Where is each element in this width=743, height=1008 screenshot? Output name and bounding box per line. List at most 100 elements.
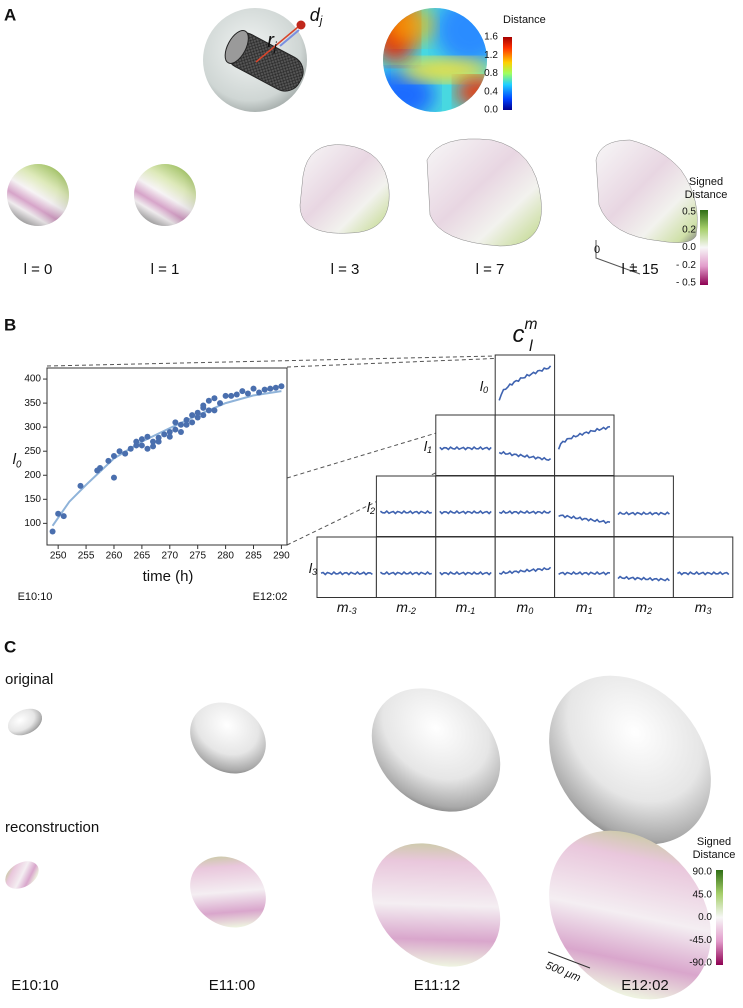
colorbar-tick-label: - 0.2 — [676, 260, 696, 271]
coefficient-trace — [498, 510, 552, 515]
point — [272, 384, 279, 391]
column-label-base: m — [337, 599, 349, 615]
reconstruction-shape — [371, 843, 501, 967]
x-axis-label: time (h) — [143, 568, 194, 585]
reconstruction-shape — [5, 861, 39, 889]
x-tick-label: 270 — [161, 551, 178, 562]
column-label-sub: -2 — [408, 607, 416, 617]
mesh-shape — [224, 30, 304, 92]
x-tick-label: 265 — [134, 551, 151, 562]
coefficient-cell — [554, 414, 615, 476]
column-label-sub: 3 — [706, 607, 711, 617]
point — [77, 482, 84, 489]
column-label: m-3 — [337, 599, 357, 617]
coefficient-trace — [498, 365, 552, 401]
point — [49, 528, 56, 535]
point — [217, 400, 224, 407]
point — [97, 465, 104, 472]
point — [150, 438, 157, 445]
coefficient-cell — [316, 536, 377, 598]
y-tick-label: 250 — [24, 446, 41, 457]
coefficient-trace — [617, 575, 670, 582]
scale-axes — [595, 240, 641, 275]
x-tick-label: 280 — [217, 551, 234, 562]
grid-title-sub: l — [529, 338, 533, 355]
point — [194, 414, 201, 421]
point — [267, 385, 274, 392]
coefficient-cell — [672, 536, 734, 598]
original-shape — [7, 708, 43, 736]
point — [138, 436, 145, 443]
colorbar-title: Distance — [503, 14, 546, 26]
point — [127, 445, 134, 452]
coefficient-cell — [494, 414, 556, 476]
degree-label: l = 3 — [331, 261, 360, 278]
point — [133, 438, 140, 445]
row-label-base: l — [309, 560, 313, 576]
row-label-base: l — [424, 438, 428, 454]
coefficient-cell — [554, 536, 615, 598]
row-label: l2 — [367, 499, 375, 517]
scale-label: 0 — [594, 244, 600, 256]
colorbar-tick-label: 1.6 — [484, 32, 498, 43]
x-tick-label: 275 — [189, 551, 206, 562]
column-label-base: m — [695, 599, 707, 615]
coefficient-cell — [494, 536, 556, 598]
column-label-sub: 0 — [528, 607, 533, 617]
x-tick-label: 255 — [78, 551, 95, 562]
row-label: l1 — [424, 438, 432, 456]
point — [172, 419, 179, 426]
coefficient-trace — [498, 566, 552, 575]
colorbar-tick-label: 0.0 — [484, 105, 498, 116]
point — [150, 443, 157, 450]
degree-label: l = 1 — [151, 261, 180, 278]
point — [278, 383, 285, 390]
point — [166, 428, 173, 435]
point — [177, 428, 184, 435]
y-tick-label: 100 — [24, 518, 41, 529]
distance-colorbar — [503, 37, 512, 110]
coefficient-cell — [613, 536, 674, 598]
distance-label-sub: j — [318, 14, 323, 27]
point — [205, 397, 212, 404]
degree-label: l = 0 — [24, 261, 53, 278]
coefficient-cell — [435, 475, 496, 537]
y-axis-label: l0 — [13, 451, 22, 470]
point — [144, 445, 151, 452]
point — [211, 407, 218, 414]
point — [261, 386, 268, 393]
column-label: m0 — [517, 599, 534, 617]
original-shape — [371, 688, 501, 812]
shape-l7 — [426, 138, 542, 247]
row-label-base: l — [367, 499, 371, 515]
point — [256, 389, 263, 396]
column-label-sub: -1 — [467, 607, 475, 617]
x-tick-label: 290 — [273, 551, 290, 562]
grid-title: cm l — [513, 316, 538, 355]
row-label: original — [5, 671, 53, 688]
colorbar-tick-label: 90.0 — [693, 867, 713, 878]
point — [233, 391, 240, 398]
point — [200, 412, 207, 419]
column-label-base: m — [456, 599, 468, 615]
point — [205, 407, 212, 414]
column-label-sub: 1 — [588, 607, 593, 617]
row-label: reconstruction — [5, 819, 99, 836]
x-tick-label: 260 — [106, 551, 123, 562]
colorbar-tick-label: 0.2 — [682, 224, 696, 235]
panel-label: B — [4, 315, 16, 334]
plot-frame — [46, 367, 288, 546]
y-tick-label: 150 — [24, 494, 41, 505]
point — [228, 392, 235, 399]
column-label-base: m — [517, 599, 529, 615]
coefficient-cell — [554, 475, 615, 537]
point — [155, 434, 162, 441]
grid-title-base: c — [513, 321, 525, 348]
colorbar-title: Signed Distance — [684, 176, 728, 201]
coefficient-cell — [613, 475, 674, 537]
shape-l15 — [595, 139, 698, 243]
time-label: E11:00 — [209, 977, 255, 994]
colorbar-tick-label: 0.8 — [484, 68, 498, 79]
point — [177, 421, 184, 428]
